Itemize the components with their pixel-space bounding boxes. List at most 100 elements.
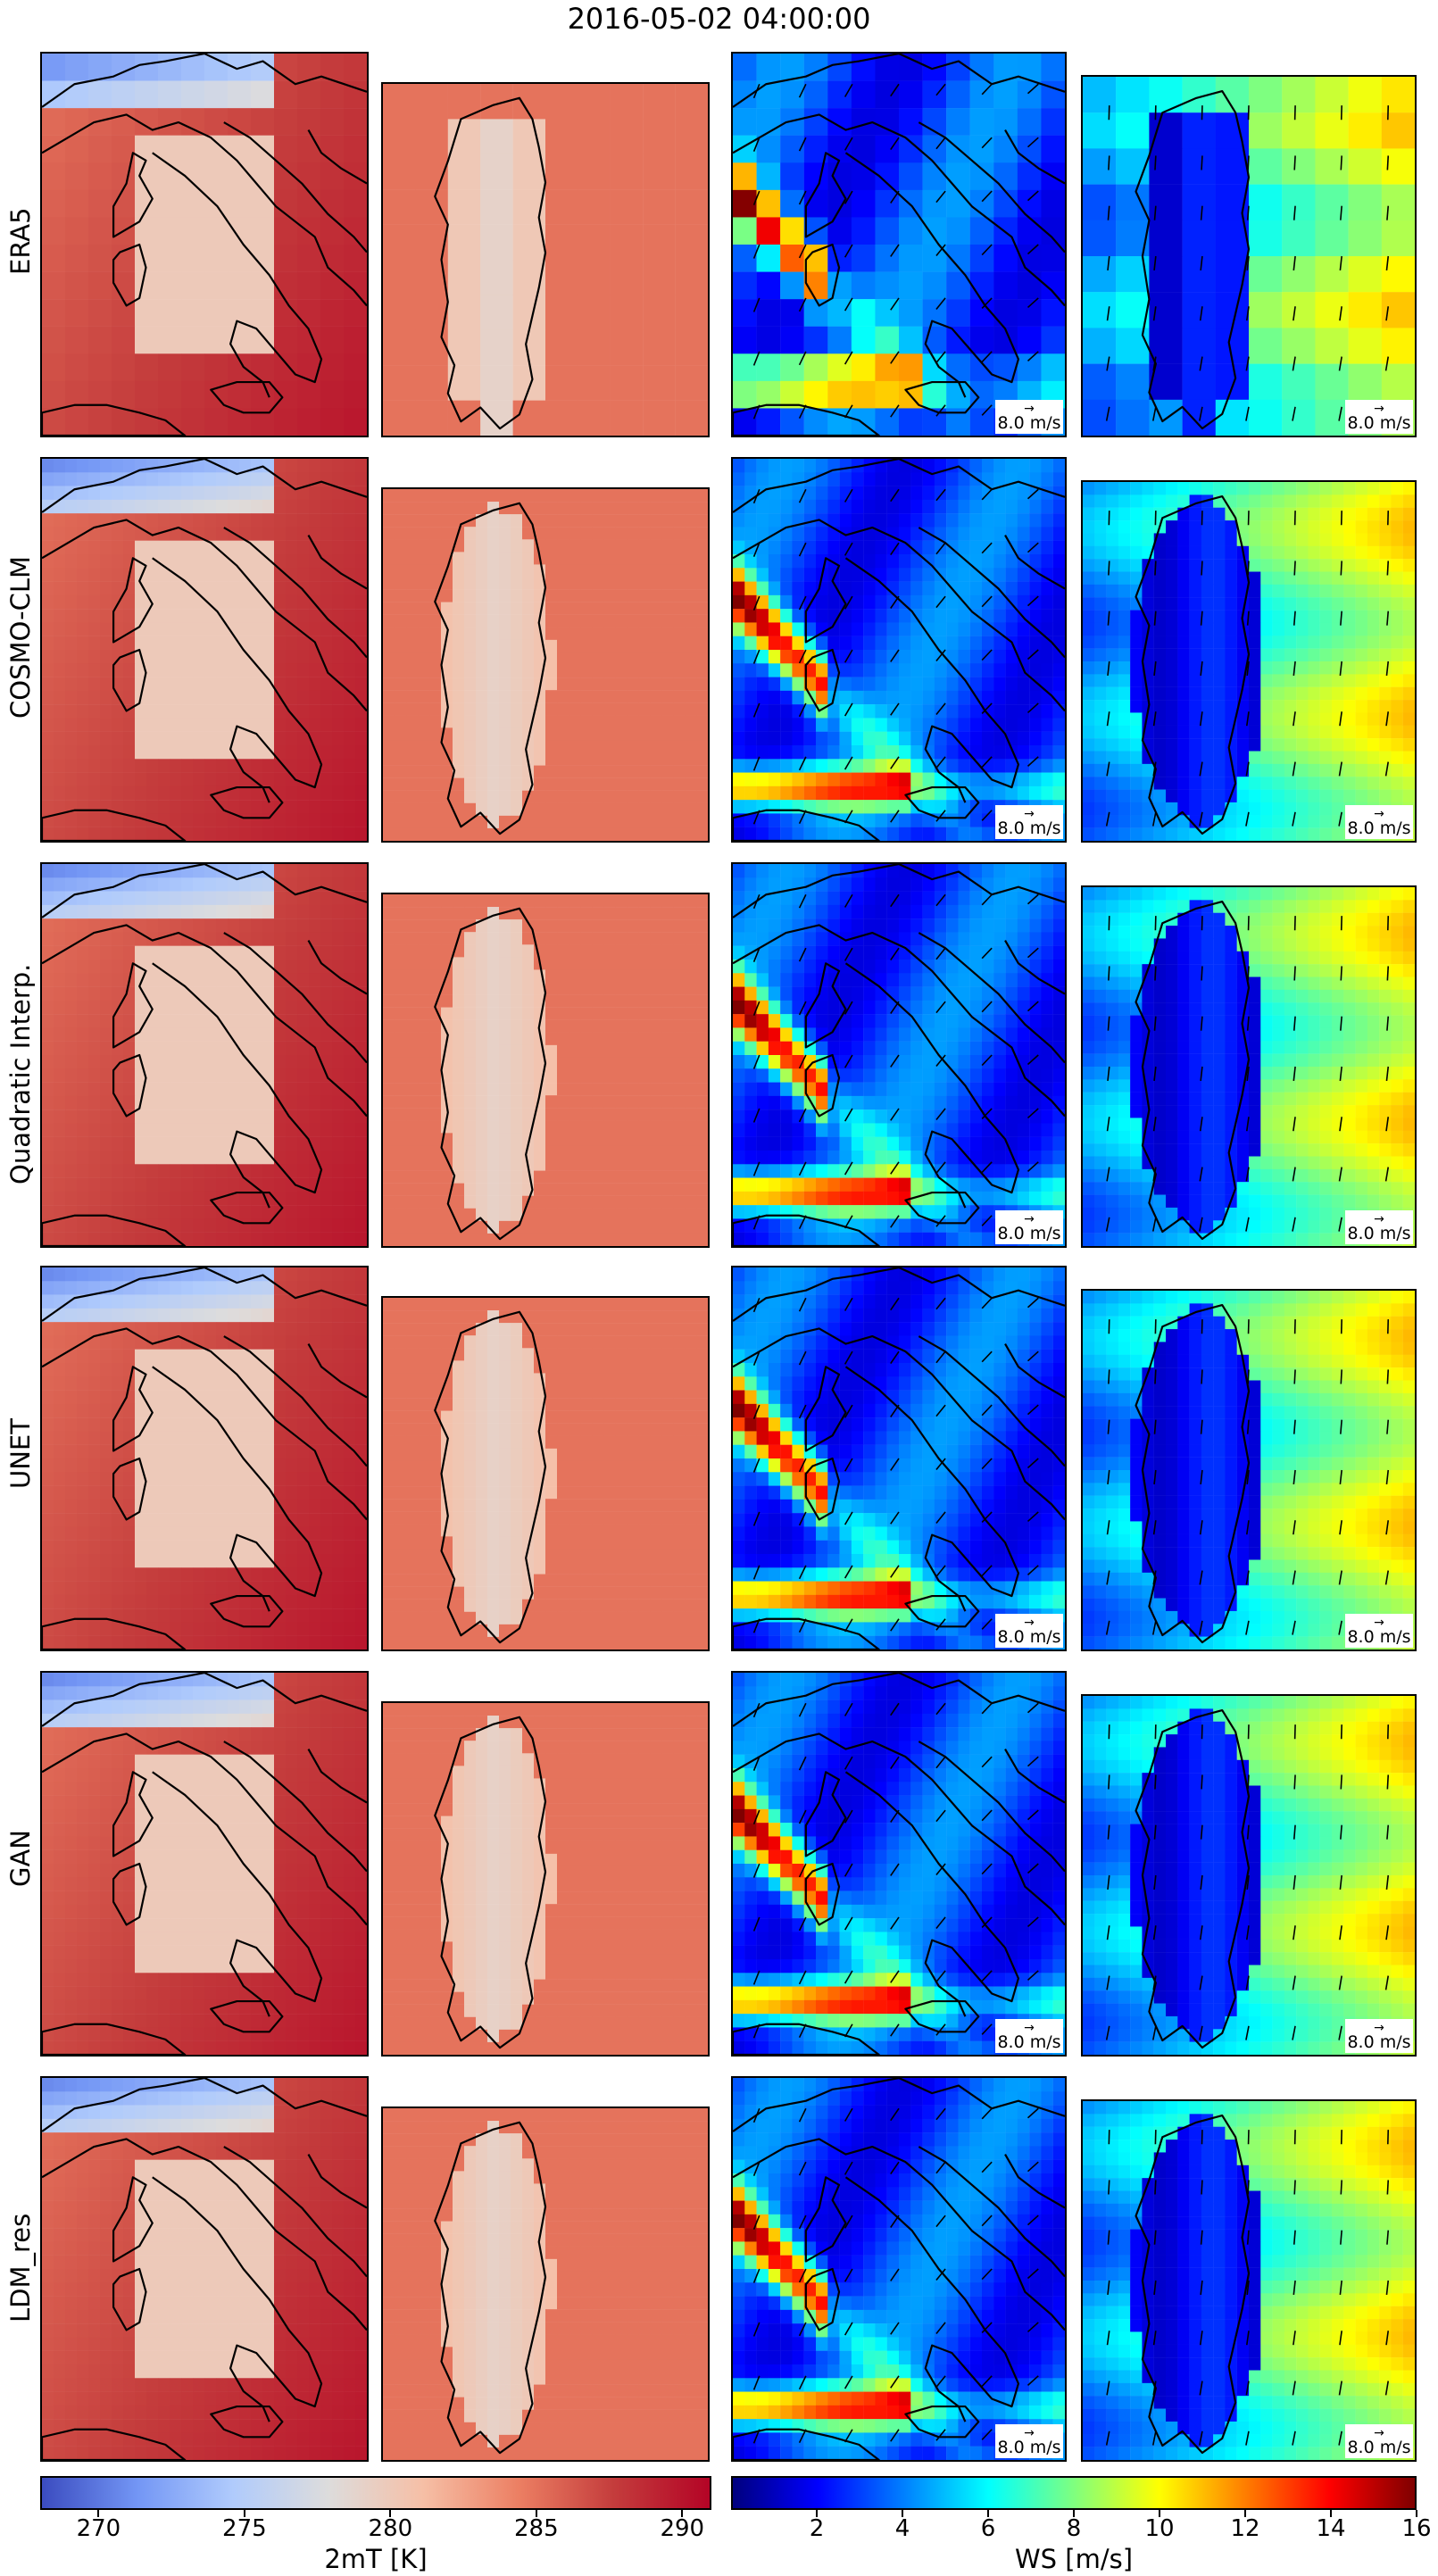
heatmap-cell xyxy=(395,489,407,503)
heatmap-cell xyxy=(476,802,488,817)
heatmap-cell xyxy=(228,513,240,528)
row-label: Quadratic Interp. xyxy=(5,963,36,1184)
heatmap-cell xyxy=(511,790,523,803)
heatmap-cell xyxy=(464,589,477,602)
heatmap-cell xyxy=(355,877,367,892)
heatmap-cell xyxy=(780,677,793,692)
heatmap-cell xyxy=(1343,482,1356,495)
heatmap-cell xyxy=(522,652,535,666)
heatmap-cell xyxy=(1260,815,1273,828)
heatmap-cell xyxy=(88,973,101,987)
heatmap-cell xyxy=(1367,648,1380,662)
heatmap-cell xyxy=(1213,482,1226,495)
heatmap-cell xyxy=(395,765,407,778)
heatmap-cell xyxy=(934,472,947,486)
heatmap-cell xyxy=(922,380,947,409)
heatmap-cell xyxy=(77,1136,89,1151)
heatmap-cell xyxy=(286,554,298,569)
heatmap-cell xyxy=(650,690,662,703)
heatmap-cell xyxy=(146,472,159,486)
heatmap-cell xyxy=(286,759,298,773)
heatmap-cell xyxy=(418,602,430,615)
heatmap-cell xyxy=(193,1014,205,1028)
heatmap-cell xyxy=(1118,661,1131,675)
heatmap-cell xyxy=(1332,815,1344,828)
heatmap-cell xyxy=(476,740,488,753)
heatmap-cell xyxy=(1402,610,1415,624)
heatmap-cell xyxy=(395,982,407,995)
heatmap-cell xyxy=(274,745,287,760)
heatmap-cell xyxy=(1225,674,1237,687)
heatmap-cell xyxy=(88,554,101,569)
heatmap-cell xyxy=(958,622,970,636)
heatmap-cell xyxy=(429,740,442,753)
heatmap-cell xyxy=(696,894,708,908)
heatmap-cell xyxy=(946,609,959,623)
heatmap-cell xyxy=(934,459,947,473)
heatmap-cell xyxy=(320,527,333,541)
heatmap-cell xyxy=(803,408,828,436)
heatmap-cell xyxy=(875,540,887,555)
heatmap-cell xyxy=(910,772,923,787)
heatmap-cell xyxy=(557,665,569,678)
heatmap-cell xyxy=(262,704,275,719)
heatmap-cell xyxy=(1166,777,1178,790)
heatmap-cell xyxy=(158,326,182,354)
heatmap-cell xyxy=(355,772,367,787)
heatmap-cell xyxy=(650,752,662,766)
heatmap-cell xyxy=(251,650,263,664)
heatmap-cell xyxy=(344,1232,356,1246)
heatmap-cell xyxy=(228,609,240,623)
heatmap-cell xyxy=(274,135,298,163)
heatmap-cell xyxy=(545,564,558,578)
wind-vector xyxy=(754,650,760,664)
heatmap-cell xyxy=(1296,738,1309,752)
heatmap-cell xyxy=(395,907,407,920)
heatmap-cell xyxy=(875,80,900,109)
heatmap-cell xyxy=(309,594,321,610)
heatmap-cell xyxy=(297,486,310,501)
heatmap-cell xyxy=(418,652,430,666)
heatmap-cell xyxy=(158,731,170,746)
heatmap-cell xyxy=(899,486,911,501)
heatmap-cell xyxy=(54,1109,66,1124)
heatmap-cell xyxy=(453,489,465,503)
heatmap-cell xyxy=(603,589,616,602)
heatmap-cell xyxy=(685,919,697,933)
heatmap-cell xyxy=(395,715,407,728)
arrow-right-icon: → xyxy=(1024,807,1035,821)
heatmap-cell xyxy=(1296,686,1309,701)
heatmap-cell xyxy=(1083,533,1095,546)
heatmap-cell xyxy=(54,1068,66,1083)
heatmap-cell xyxy=(1260,533,1273,546)
heatmap-cell xyxy=(578,295,611,330)
heatmap-cell xyxy=(216,1232,229,1246)
heatmap-cell xyxy=(228,271,252,300)
heatmap-cell xyxy=(1343,622,1356,636)
heatmap-cell xyxy=(1149,220,1183,257)
heatmap-cell xyxy=(487,690,500,703)
heatmap-cell xyxy=(1106,738,1119,752)
wind-vector xyxy=(754,245,760,259)
heatmap-cell xyxy=(1083,328,1117,364)
heatmap-cell xyxy=(309,513,321,528)
heatmap-cell xyxy=(77,513,89,528)
heatmap-cell xyxy=(522,907,535,920)
heatmap-cell xyxy=(453,957,465,970)
heatmap-cell xyxy=(453,752,465,766)
heatmap-cell xyxy=(875,759,887,773)
heatmap-cell xyxy=(228,1068,240,1083)
heatmap-cell xyxy=(545,907,558,920)
heatmap-cell xyxy=(1166,545,1178,560)
heatmap-cell xyxy=(355,499,367,514)
heatmap-cell xyxy=(100,1068,112,1083)
heatmap-cell xyxy=(228,162,252,191)
heatmap-cell xyxy=(534,894,546,908)
heatmap-cell xyxy=(1225,610,1237,624)
heatmap-cell xyxy=(309,1218,321,1233)
heatmap-cell xyxy=(592,702,604,716)
heatmap-cell xyxy=(1041,718,1053,732)
heatmap-cell xyxy=(77,800,89,814)
heatmap-cell xyxy=(193,1232,205,1246)
heatmap-cell xyxy=(395,677,407,691)
